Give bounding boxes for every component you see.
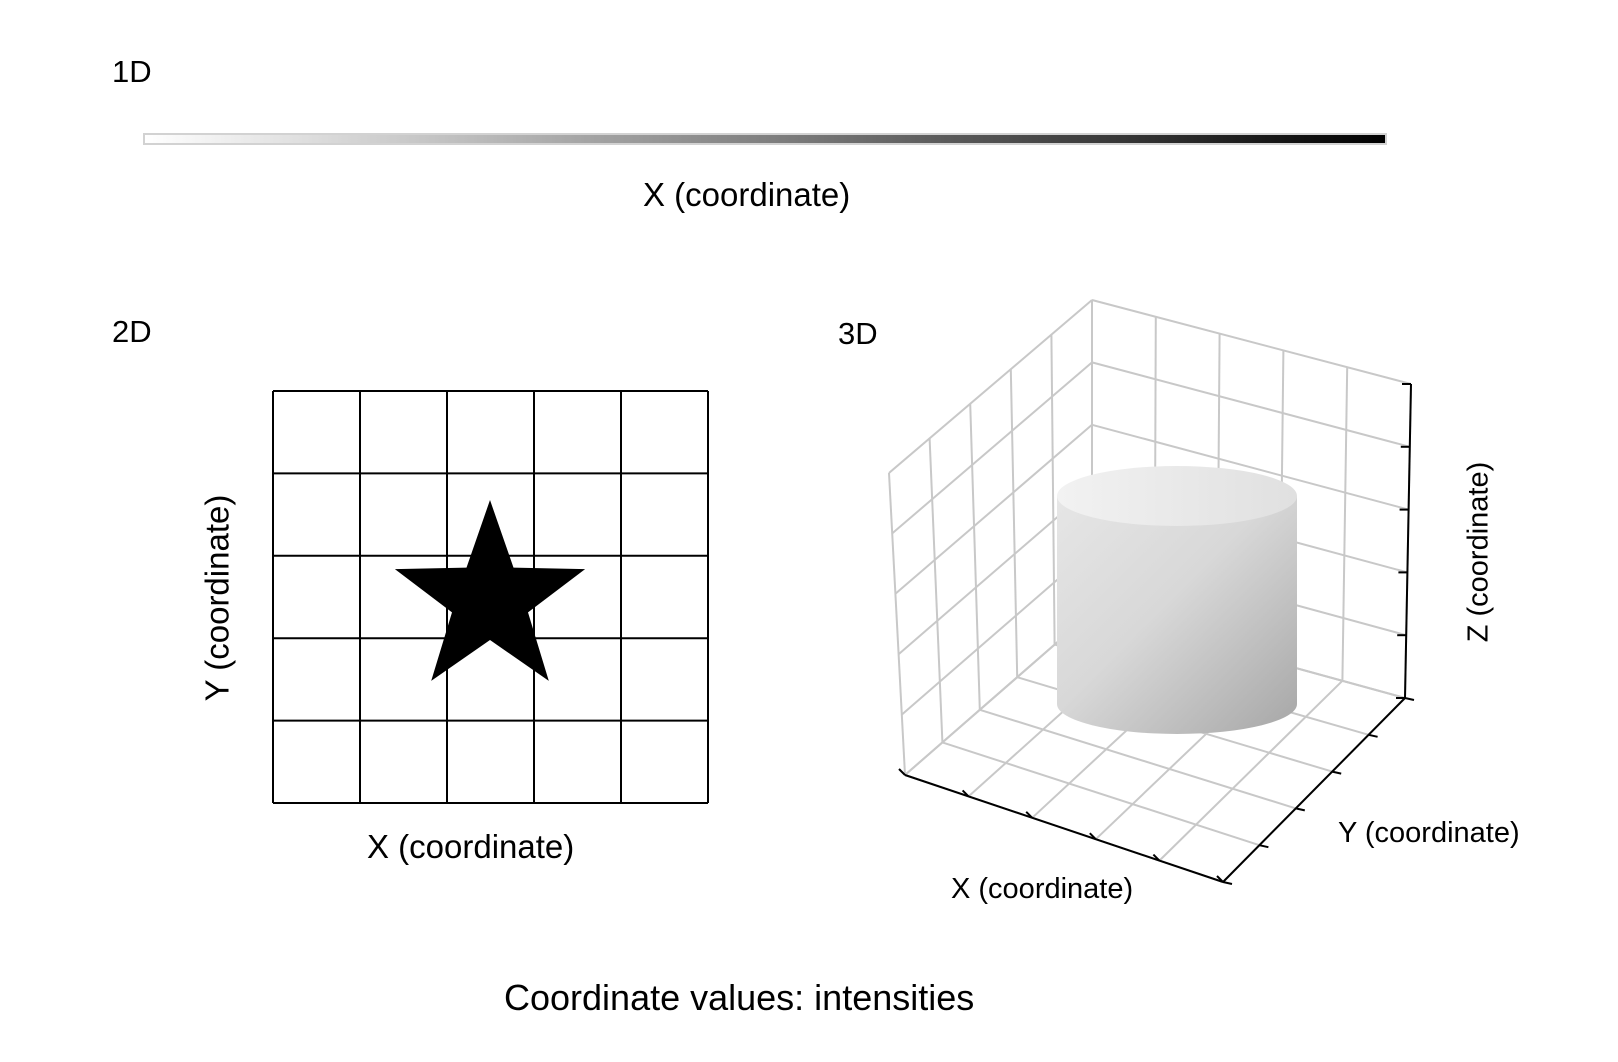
left-wall-grid-line: [894, 424, 1093, 595]
panel-label-3d: 3D: [838, 316, 878, 351]
x-axis-label-1d: X (coordinate): [643, 176, 851, 213]
y-axis-label-3d: Y (coordinate): [1338, 817, 1520, 849]
x-axis-tick: [898, 768, 906, 776]
y-axis-tick: [1404, 697, 1415, 701]
left-wall-grid-line: [888, 472, 906, 776]
star-shape: [394, 500, 586, 681]
back-wall-grid-line: [1091, 423, 1409, 511]
left-wall-grid-line: [1050, 334, 1056, 645]
x-axis-label-2d: X (coordinate): [367, 828, 575, 865]
back-wall-grid-line: [1091, 299, 1412, 385]
left-wall-grid-line: [969, 403, 981, 710]
left-wall-grid-line: [928, 438, 944, 743]
x-axis-label-3d: X (coordinate): [951, 873, 1134, 905]
floor-grid-line: [1158, 680, 1344, 862]
z-axis-label-3d: Z (coordinate): [1462, 461, 1495, 643]
panel-label-2d: 2D: [112, 314, 152, 349]
grid-2d: [272, 390, 709, 804]
panel-label-1d: 1D: [112, 54, 152, 89]
y-axis-line: [1222, 697, 1406, 883]
cylinder-shape: [1057, 466, 1297, 734]
y-axis-label-2d: Y (coordinate): [198, 494, 236, 702]
x-axis-tick: [1152, 853, 1161, 862]
x-axis-tick: [1025, 811, 1033, 819]
x-axis-tick: [961, 789, 970, 798]
y-axis-tick: [1368, 733, 1378, 738]
caption: Coordinate values: intensities: [504, 977, 975, 1018]
y-axis-tick: [1295, 807, 1306, 812]
z-axis-line: [1404, 383, 1412, 699]
y-axis-tick: [1331, 770, 1342, 775]
left-wall-grid-line: [1009, 369, 1019, 678]
intensity-gradient-bar: [143, 133, 1387, 145]
floor-grid-line: [979, 708, 1297, 810]
x-axis-tick: [1089, 832, 1097, 840]
x-axis-line: [904, 774, 1224, 883]
axis-ticks-3d: [898, 383, 1415, 885]
back-wall-grid-line: [1341, 367, 1349, 681]
y-axis-tick: [1222, 881, 1233, 885]
floor-grid-line: [942, 741, 1260, 847]
x-axis-tick: [1216, 875, 1224, 883]
left-wall-grid-line: [888, 299, 1093, 474]
back-wall-grid-line: [1091, 361, 1411, 448]
y-axis-tick: [1259, 844, 1269, 849]
left-wall-grid-line: [891, 361, 1093, 535]
